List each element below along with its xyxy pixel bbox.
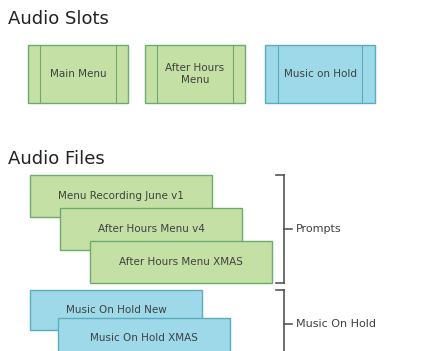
- Text: Main Menu: Main Menu: [50, 69, 106, 79]
- Text: After Hours
Menu: After Hours Menu: [165, 63, 225, 85]
- Bar: [145, 45, 245, 103]
- Text: Menu Recording June v1: Menu Recording June v1: [58, 191, 184, 201]
- Bar: [265, 45, 375, 103]
- Text: Prompts: Prompts: [296, 224, 342, 234]
- Text: Music On Hold New: Music On Hold New: [66, 305, 166, 315]
- Bar: [30, 290, 202, 330]
- Text: Music On Hold: Music On Hold: [296, 319, 376, 329]
- Text: After Hours Menu XMAS: After Hours Menu XMAS: [119, 257, 243, 267]
- Text: Music On Hold XMAS: Music On Hold XMAS: [90, 333, 198, 343]
- Bar: [90, 241, 272, 283]
- Text: Audio Files: Audio Files: [8, 150, 105, 168]
- Text: After Hours Menu v4: After Hours Menu v4: [98, 224, 204, 234]
- Bar: [28, 45, 128, 103]
- Bar: [60, 208, 242, 250]
- Text: Music on Hold: Music on Hold: [284, 69, 356, 79]
- Bar: [30, 175, 212, 217]
- Text: Audio Slots: Audio Slots: [8, 10, 109, 28]
- Bar: [58, 318, 230, 351]
